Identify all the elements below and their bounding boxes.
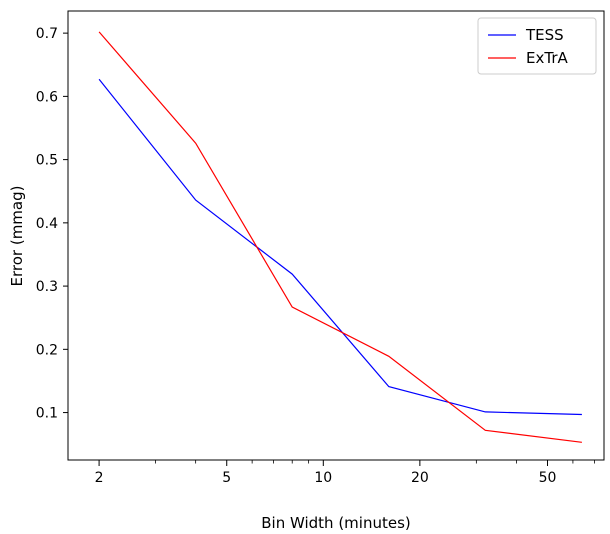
x-tick-label: 2 bbox=[95, 470, 104, 486]
x-tick-label: 20 bbox=[411, 470, 429, 486]
series-line-extra bbox=[98, 31, 582, 443]
y-tick-label: 0.7 bbox=[36, 26, 58, 42]
y-tick-label: 0.1 bbox=[36, 406, 58, 422]
x-tick-label: 10 bbox=[314, 470, 332, 486]
series-layer bbox=[98, 31, 582, 443]
plot-area bbox=[67, 10, 605, 461]
x-tick-label: 50 bbox=[539, 470, 557, 486]
x-tick-label: 5 bbox=[222, 470, 231, 486]
y-axis-label: Error (mmag) bbox=[8, 186, 26, 287]
y-tick-label: 0.5 bbox=[36, 153, 58, 169]
legend-box bbox=[477, 17, 597, 75]
legend: TESS ExTrA bbox=[477, 17, 597, 75]
y-axis-ticks: 0.1 0.2 0.3 0.4 0.5 0.6 0.7 bbox=[36, 26, 68, 422]
legend-label-tess: TESS bbox=[525, 26, 564, 44]
y-tick-label: 0.4 bbox=[36, 216, 58, 232]
x-axis-label: Bin Width (minutes) bbox=[261, 514, 411, 532]
x-axis-ticks: 2 5 10 20 50 bbox=[95, 460, 595, 486]
series-line-tess bbox=[98, 78, 582, 416]
y-tick-label: 0.6 bbox=[36, 89, 58, 105]
y-tick-label: 0.2 bbox=[36, 342, 58, 358]
y-tick-label: 0.3 bbox=[36, 279, 58, 295]
legend-label-extra: ExTrA bbox=[526, 49, 568, 67]
